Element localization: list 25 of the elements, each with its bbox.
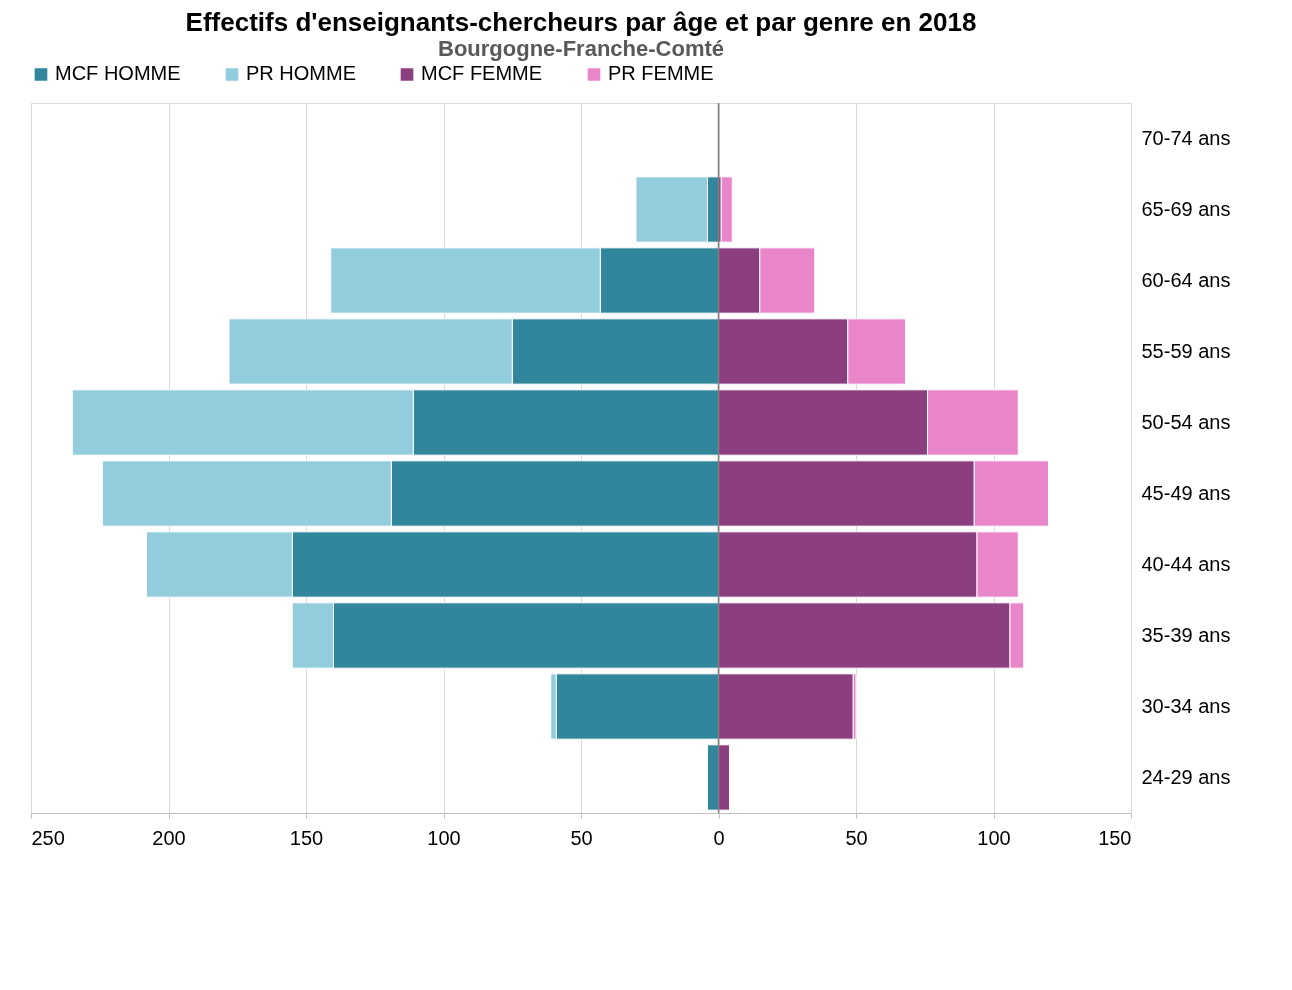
x-tick-label: 50 — [845, 826, 868, 849]
legend-label: MCF HOMME — [55, 62, 181, 85]
x-tick-label: 100 — [977, 826, 1011, 849]
x-tick-label: 250 — [31, 826, 65, 849]
x-tick-label: 0 — [713, 826, 725, 849]
y-tick-label: 40-44 ans — [1141, 552, 1231, 575]
y-tick-label: 60-64 ans — [1141, 268, 1231, 291]
x-tick-label: 150 — [289, 826, 324, 849]
legend-label: MCF FEMME — [421, 62, 543, 85]
x-tick-label: 200 — [152, 826, 186, 849]
y-tick-label: 70-74 ans — [1141, 126, 1231, 149]
y-tick-label: 50-54 ans — [1141, 410, 1231, 433]
chart-subtitle: Bourgogne-Franche-Comté — [438, 36, 724, 61]
y-tick-label: 45-49 ans — [1141, 481, 1231, 504]
legend-label: PR FEMME — [608, 62, 714, 85]
y-tick-label: 65-69 ans — [1141, 197, 1231, 220]
y-tick-label: 24-29 ans — [1141, 765, 1231, 788]
x-tick-label: 100 — [427, 826, 461, 849]
y-tick-label: 35-39 ans — [1141, 623, 1231, 646]
y-tick-label: 30-34 ans — [1141, 694, 1231, 717]
chart-title: Effectifs d'enseignants-chercheurs par âge et par genre en 2018 — [185, 7, 977, 37]
y-tick-label: 55-59 ans — [1141, 339, 1231, 362]
x-tick-label: 50 — [570, 826, 593, 849]
x-tick-label: 150 — [1098, 826, 1132, 849]
legend-label: PR HOMME — [246, 62, 356, 85]
